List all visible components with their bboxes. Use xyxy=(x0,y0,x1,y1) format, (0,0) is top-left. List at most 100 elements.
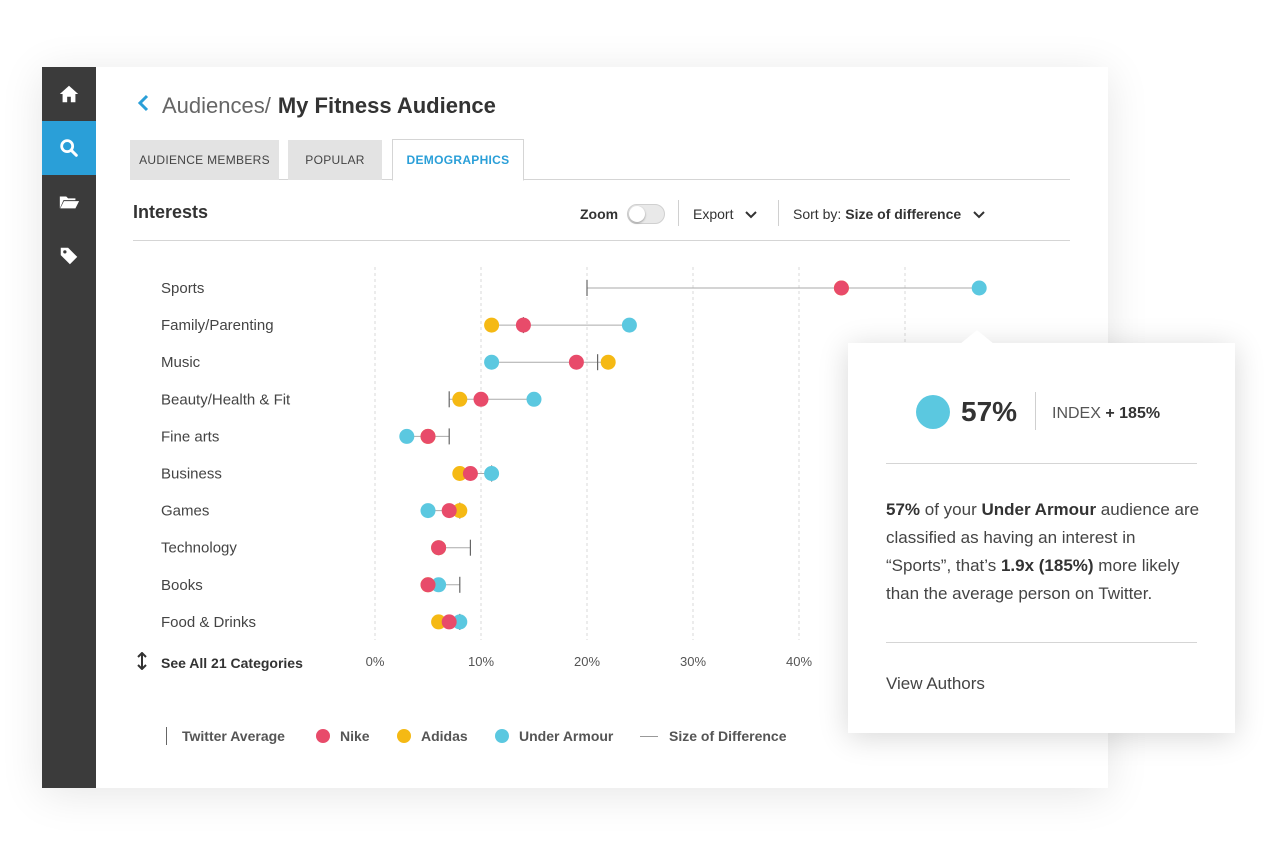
index-label: INDEX xyxy=(1052,405,1101,422)
see-all-label: See All 21 Categories xyxy=(161,654,303,671)
nike-point xyxy=(441,503,457,519)
category-label: Technology xyxy=(161,540,237,557)
popover-divider xyxy=(886,463,1197,464)
legend-label: Adidas xyxy=(421,728,468,744)
sidebar xyxy=(42,67,96,788)
popover-series-dot xyxy=(916,395,950,429)
popover-divider xyxy=(1035,392,1036,430)
x-tick-label: 30% xyxy=(680,654,706,669)
nike-point xyxy=(431,540,447,556)
view-authors-link[interactable]: View Authors xyxy=(886,674,985,693)
legend-tick-marker xyxy=(166,727,167,745)
sort-prefix: Sort by: xyxy=(793,206,842,222)
chevron-left-icon xyxy=(136,93,150,119)
nike-point xyxy=(420,428,436,444)
legend-size-of-difference: Size of Difference xyxy=(640,726,786,746)
x-tick-label: 40% xyxy=(786,654,812,669)
desc-strong: 1.9x (185%) xyxy=(1000,556,1094,575)
home-icon xyxy=(58,83,80,105)
folder-open-icon xyxy=(58,191,80,213)
under-armour-point xyxy=(399,428,415,444)
adidas-point xyxy=(452,391,468,407)
category-label: Beauty/Health & Fit xyxy=(161,391,291,408)
under-armour-point xyxy=(452,614,468,630)
desc-strong: Under Armour xyxy=(981,500,1097,519)
toolbar-divider xyxy=(778,200,779,226)
page-title: My Fitness Audience xyxy=(277,93,496,118)
x-tick-label: 0% xyxy=(366,654,385,669)
adidas-point xyxy=(484,317,500,333)
tab-audience-members[interactable]: AUDIENCE MEMBERS xyxy=(130,140,279,180)
legend-under-armour: Under Armour xyxy=(495,726,613,746)
toolbar-divider xyxy=(678,200,679,226)
vertical-resize-icon xyxy=(136,651,150,673)
category-label: Books xyxy=(161,577,203,594)
nike-point xyxy=(420,577,436,593)
back-button[interactable] xyxy=(136,92,156,120)
adidas-point xyxy=(431,614,447,630)
legend-label: Twitter Average xyxy=(182,728,285,744)
category-label: Music xyxy=(161,354,201,371)
nike-point xyxy=(833,280,849,296)
chevron-down-icon xyxy=(973,206,985,222)
breadcrumb: Audiences/ My Fitness Audience xyxy=(136,92,496,120)
under-armour-point xyxy=(484,466,500,481)
adidas-point xyxy=(452,466,468,481)
desc-strong: 57% xyxy=(886,500,921,519)
sidebar-item-search[interactable] xyxy=(42,121,96,175)
legend-dot xyxy=(495,729,509,743)
legend-adidas: Adidas xyxy=(397,726,468,746)
legend-dot xyxy=(316,729,330,743)
nike-point xyxy=(441,614,457,630)
adidas-point xyxy=(600,354,616,370)
desc-text: more likely than the average person on T… xyxy=(886,556,1180,603)
legend-label: Size of Difference xyxy=(669,728,787,744)
tab-demographics[interactable]: DEMOGRAPHICS xyxy=(392,139,524,181)
popover-description: 57% of your Under Armour audience are cl… xyxy=(886,496,1204,608)
desc-text: of your xyxy=(920,500,982,519)
sidebar-item-tags[interactable] xyxy=(42,229,96,283)
legend-dash-marker xyxy=(640,735,658,737)
export-dropdown[interactable]: Export xyxy=(693,206,758,222)
x-tick-label: 10% xyxy=(468,654,494,669)
legend-twitter-average: Twitter Average xyxy=(166,726,285,746)
category-label: Fine arts xyxy=(161,428,219,445)
see-all-categories-button[interactable]: See All 21 Categories xyxy=(136,651,303,673)
nike-point xyxy=(473,391,489,407)
under-armour-point xyxy=(526,391,542,407)
zoom-toggle[interactable] xyxy=(627,204,665,224)
under-armour-point xyxy=(971,280,987,296)
adidas-point xyxy=(452,503,468,519)
legend-dot xyxy=(397,729,411,743)
index-value: + 185% xyxy=(1105,405,1161,422)
tab-popular[interactable]: POPULAR xyxy=(288,140,382,180)
export-label: Export xyxy=(693,206,734,222)
legend-label: Under Armour xyxy=(519,728,614,744)
category-label: Games xyxy=(161,503,209,520)
popover-divider xyxy=(886,642,1197,643)
chevron-down-icon xyxy=(745,206,758,222)
toggle-knob xyxy=(629,206,645,222)
tabs-divider xyxy=(130,179,1070,180)
detail-popover xyxy=(848,343,1235,733)
breadcrumb-parent-link[interactable]: Audiences/ xyxy=(162,93,271,118)
legend-label: Nike xyxy=(340,728,370,744)
popover-arrow xyxy=(960,330,994,344)
sidebar-item-folders[interactable] xyxy=(42,175,96,229)
category-label: Family/Parenting xyxy=(161,317,274,334)
section-title: Interests xyxy=(133,202,209,222)
zoom-label: Zoom xyxy=(580,206,619,222)
sort-dropdown[interactable]: Sort by: Size of difference xyxy=(793,206,985,222)
under-armour-point xyxy=(621,317,637,333)
sort-value: Size of difference xyxy=(845,206,962,222)
category-label: Sports xyxy=(161,280,204,297)
nike-point xyxy=(515,317,531,333)
popover-percent: 57% xyxy=(961,396,1018,427)
legend-nike: Nike xyxy=(316,726,370,746)
under-armour-point xyxy=(431,577,447,593)
under-armour-point xyxy=(484,354,500,370)
sidebar-item-home[interactable] xyxy=(42,67,96,121)
x-tick-label: 20% xyxy=(574,654,600,669)
search-icon xyxy=(58,137,80,159)
category-label: Business xyxy=(161,466,222,483)
